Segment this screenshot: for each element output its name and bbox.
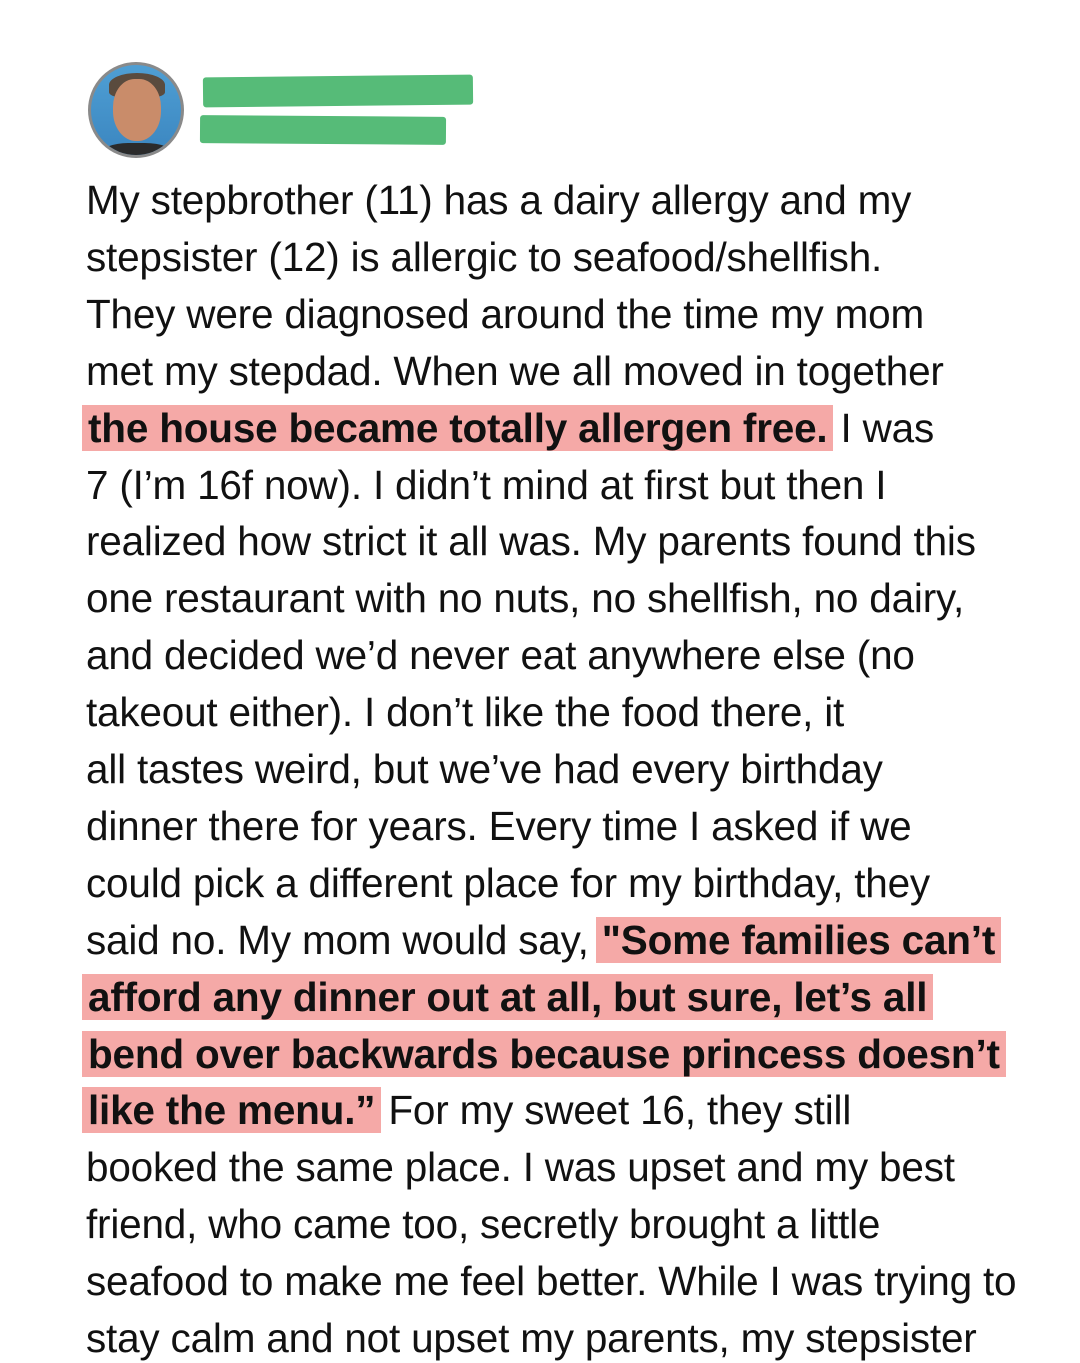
text-segment: all tastes weird, but we’ve had every bi… — [86, 746, 883, 792]
highlighted-text: the house became totally allergen free. — [82, 404, 834, 451]
post-text-line: and decided we’d never eat anywhere else… — [86, 630, 915, 680]
text-segment: dinner there for years. Every time I ask… — [86, 802, 912, 849]
post-text-line: the house became totally allergen free. … — [82, 403, 935, 453]
post-text-line: bend over backwards because princess doe… — [82, 1029, 1006, 1079]
post-text-line: all tastes weird, but we’ve had every bi… — [86, 744, 883, 794]
avatar[interactable] — [88, 62, 184, 158]
post-text-line: stepsister (12) is allergic to seafood/s… — [86, 232, 882, 282]
redacted-subtitle — [199, 115, 447, 145]
post-text-line: stay calm and not upset my parents, my s… — [86, 1313, 977, 1363]
text-segment: said no. My mom would say, — [86, 916, 600, 963]
avatar-shirt — [99, 143, 175, 155]
post-text-line: realized how strict it all was. My paren… — [86, 516, 976, 566]
text-segment: For my sweet 16, they still — [377, 1087, 852, 1134]
avatar-face — [113, 79, 161, 141]
text-segment: seafood to make me feel better. While I … — [86, 1258, 1017, 1305]
post-text-line: seafood to make me feel better. While I … — [86, 1256, 1017, 1306]
text-segment: 7 (I’m 16f now). I didn’t mind at first … — [86, 461, 887, 508]
text-segment: takeout either). I don’t like the food t… — [86, 689, 845, 736]
post-text-line: said no. My mom would say, "Some familie… — [86, 915, 1002, 965]
post-text-line: dinner there for years. Every time I ask… — [86, 801, 912, 851]
post-text-line: one restaurant with no nuts, no shellfis… — [86, 573, 964, 623]
text-segment: My stepbrother (11) has a dairy allergy … — [86, 177, 912, 223]
text-segment: booked the same place. I was upset and m… — [86, 1144, 955, 1191]
post-text-line: afford any dinner out at all, but sure, … — [82, 972, 934, 1022]
post-text-line: booked the same place. I was upset and m… — [86, 1142, 955, 1192]
text-segment: one restaurant with no nuts, no shellfis… — [86, 575, 965, 622]
post-text-line: takeout either). I don’t like the food t… — [86, 687, 844, 737]
post-text-line: could pick a different place for my birt… — [86, 858, 930, 908]
text-segment: and decided we’d never eat anywhere else… — [86, 632, 915, 679]
redacted-username — [202, 74, 474, 108]
text-segment: realized how strict it all was. My paren… — [86, 518, 976, 565]
text-segment: I was — [829, 404, 935, 451]
highlighted-text: afford any dinner out at all, but sure, … — [82, 973, 934, 1020]
post-text-line: 7 (I’m 16f now). I didn’t mind at first … — [86, 460, 887, 510]
highlighted-text: like the menu.” — [82, 1087, 382, 1134]
text-segment: could pick a different place for my birt… — [86, 859, 930, 906]
highlighted-text: bend over backwards because princess doe… — [82, 1030, 1006, 1077]
text-segment: stepsister (12) is allergic to seafood/s… — [86, 233, 883, 280]
text-segment: They were diagnosed around the time my m… — [86, 290, 925, 337]
text-segment: stay calm and not upset my parents, my s… — [86, 1315, 977, 1361]
post-text-line: like the menu.” For my sweet 16, they st… — [82, 1085, 852, 1135]
post-text-line: friend, who came too, secretly brought a… — [86, 1199, 880, 1249]
post-text-line: They were diagnosed around the time my m… — [86, 289, 924, 339]
highlighted-text: "Some families can’t — [595, 916, 1002, 963]
text-segment: met my stepdad. When we all moved in tog… — [86, 347, 944, 394]
post-text-line: met my stepdad. When we all moved in tog… — [86, 346, 944, 396]
post-text-line: My stepbrother (11) has a dairy allergy … — [86, 175, 911, 225]
text-segment: friend, who came too, secretly brought a… — [86, 1201, 881, 1248]
